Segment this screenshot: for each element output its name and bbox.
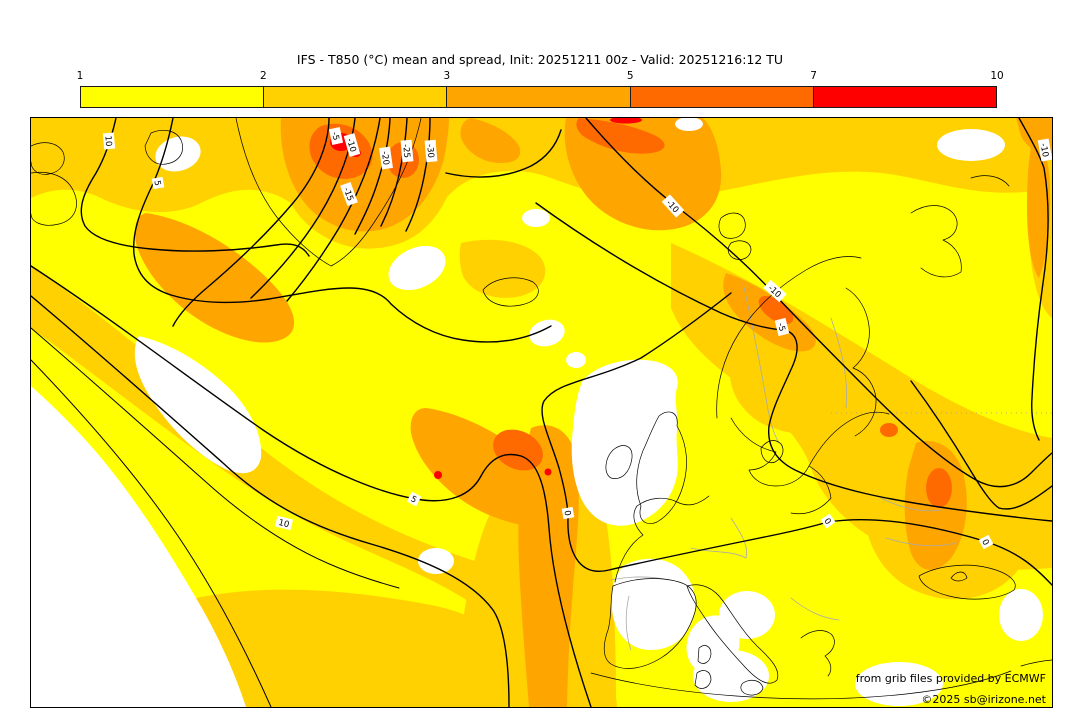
svg-text:-25: -25: [400, 144, 411, 159]
contour-label: 5: [151, 176, 165, 190]
svg-text:0: 0: [821, 517, 832, 527]
contour-label: 0: [561, 506, 575, 520]
svg-text:-20: -20: [379, 151, 391, 166]
contour-label: -5: [774, 317, 790, 337]
contour-label: -30: [424, 139, 438, 163]
svg-text:-5: -5: [775, 322, 787, 333]
country-borders: [610, 282, 957, 651]
contour-label: -10: [1038, 138, 1052, 162]
coastlines: [31, 118, 1052, 700]
contour-label: -20: [379, 146, 393, 170]
colorbar-segment-3-5: [447, 87, 631, 107]
contour-label: -15: [340, 182, 358, 206]
svg-text:-5: -5: [329, 131, 341, 141]
credits-source: from grib files provided by ECMWF: [855, 672, 1046, 685]
colorbar-segment-7-10: [813, 87, 997, 107]
colorbar-tick-5: 5: [626, 70, 634, 82]
svg-text:-15: -15: [341, 186, 355, 202]
colorbar-tick-2: 2: [260, 70, 267, 82]
colorbar-tick-labels: 1 2 3 5 7 10: [76, 70, 1004, 86]
contour-label: 0: [820, 513, 836, 529]
svg-text:5: 5: [409, 494, 418, 505]
colorbar-tick-1: 1: [76, 70, 84, 82]
map-canvas: 10 5 -5 -10 -15 -20 -25 -30 -10 -10 -5 10 5 0 0 0 -10: [30, 117, 1053, 708]
credits: from grib files provided by ECMWF ©2025 …: [856, 668, 1046, 711]
contour-label: 10: [102, 132, 116, 150]
svg-text:0: 0: [979, 538, 990, 547]
colorbar-tick-7: 7: [810, 70, 817, 82]
credits-copyright: ©2025 sb@irizone.net: [921, 693, 1046, 707]
contour-label: -5: [328, 127, 344, 145]
svg-text:10: 10: [277, 518, 290, 530]
temperature-contours: [31, 118, 1052, 707]
colorbar-segment-5-7: [630, 87, 814, 107]
colorbar-segment-1-2: [81, 87, 265, 107]
svg-text:10: 10: [102, 135, 113, 147]
colorbar: 1 2 3 5 7 10: [77, 70, 1004, 108]
spread-below-min: [31, 118, 1043, 707]
colorbar-segment-2-3: [264, 87, 448, 107]
svg-text:-10: -10: [1038, 143, 1050, 158]
svg-text:-30: -30: [424, 144, 435, 159]
contour-label: 10: [274, 515, 294, 530]
contour-label: -25: [400, 139, 414, 163]
contour-label: 0: [978, 534, 994, 550]
colorbar-tick-3: 3: [443, 70, 451, 82]
svg-text:0: 0: [561, 510, 572, 517]
colorbar-tick-10: 10: [990, 70, 1004, 82]
spread-band-5: [309, 118, 952, 508]
colorbar-segments: [80, 86, 997, 108]
contour-label: 5: [406, 491, 422, 507]
svg-text:-10: -10: [344, 137, 357, 153]
svg-text:5: 5: [151, 180, 162, 187]
map-title: IFS - T850 (°C) mean and spread, Init: 2…: [296, 52, 784, 67]
contour-label: -10: [343, 133, 361, 157]
